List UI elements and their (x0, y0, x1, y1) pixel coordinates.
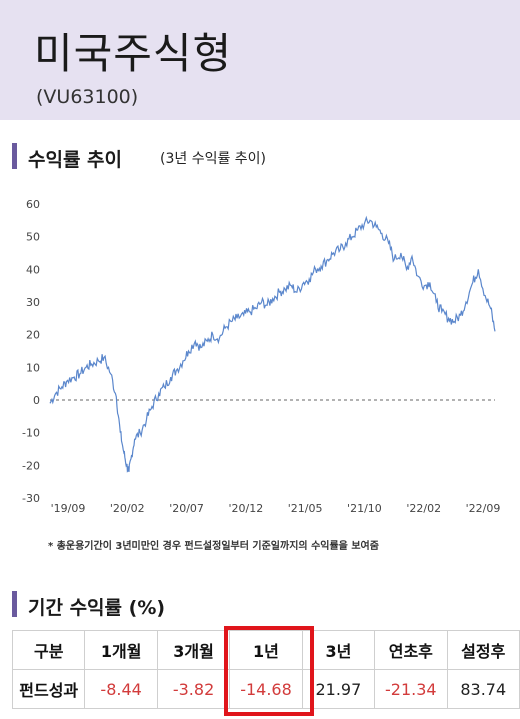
chart-section-title: 수익률 추이 (28, 149, 123, 171)
x-tick-label: '20/02 (110, 502, 145, 515)
y-tick-label: -10 (22, 427, 40, 440)
x-tick-label: '20/07 (169, 502, 204, 515)
y-tick-label: 0 (33, 394, 40, 407)
x-tick-label: '21/10 (347, 502, 382, 515)
header-cell: 3개월 (156, 630, 231, 670)
return-trend-chart: 60 50 40 30 20 10 0 -10 -20 -30 '19/09 '20/02 '20/07… (22, 198, 501, 515)
period-returns-table: 구분 1개월 3개월 1년 3년 연초후 설정후 펀드성과 -8.44 -3.8… (11, 630, 520, 709)
table-row: 펀드성과 -8.44 -3.82 -14.68 21.97 -21.34 83.… (11, 669, 520, 709)
footnote: * 총운용기간이 3년미만인 경우 펀드설정일부터 기준일까지의 수익률을 보여… (48, 541, 379, 552)
section-marker (12, 591, 17, 617)
value-cell: 21.97 (301, 669, 376, 709)
x-tick-label: '22/09 (466, 502, 501, 515)
header-cell: 1년 (229, 630, 303, 670)
x-tick-label: '20/12 (228, 502, 263, 515)
chart-section-subtitle: (3년 수익률 추이) (160, 151, 267, 167)
y-tick-label: 10 (26, 361, 40, 374)
section-marker (12, 143, 17, 169)
period-section-title: 기간 수익률 (%) (28, 597, 166, 619)
fund-name: 미국주식형 (34, 29, 233, 78)
fund-code: (VU63100) (36, 86, 139, 108)
value-cell: -3.82 (156, 669, 231, 709)
value-cell: -21.34 (374, 669, 448, 709)
header-cell: 설정후 (446, 630, 520, 670)
header-cell: 구분 (11, 630, 86, 670)
y-tick-label: 30 (26, 296, 40, 309)
fund-header: 미국주식형 (VU63100) (0, 0, 520, 120)
y-tick-label: 40 (26, 263, 40, 276)
header-cell: 연초후 (374, 630, 448, 670)
value-cell: -14.68 (229, 669, 303, 709)
row-label: 펀드성과 (11, 669, 86, 709)
header-cell: 3년 (301, 630, 376, 670)
x-tick-label: '21/05 (288, 502, 323, 515)
value-cell: -8.44 (84, 669, 158, 709)
y-tick-label: 60 (26, 198, 40, 211)
value-cell: 83.74 (446, 669, 520, 709)
x-tick-label: '22/02 (406, 502, 441, 515)
y-tick-label: 50 (26, 231, 40, 244)
table-header-row: 구분 1개월 3개월 1년 3년 연초후 설정후 (11, 630, 520, 670)
x-tick-label: '19/09 (51, 502, 86, 515)
y-tick-label: -20 (22, 459, 40, 472)
y-tick-label: -30 (22, 492, 40, 505)
series-line (49, 215, 496, 473)
header-cell: 1개월 (84, 630, 158, 670)
y-tick-label: 20 (26, 329, 40, 342)
